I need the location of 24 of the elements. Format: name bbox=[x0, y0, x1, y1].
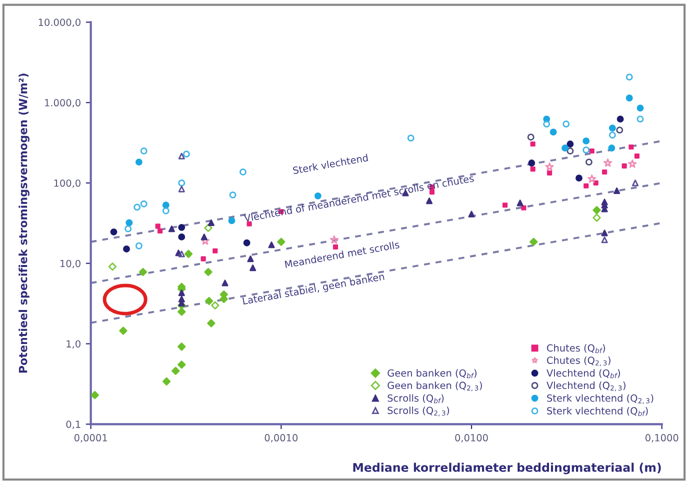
legend-label: Vlechtend (Q$_{2,3}$) bbox=[546, 382, 626, 392]
y-axis-title: Potentieel specifiek stromingsvermogen (W/m²) bbox=[18, 74, 30, 373]
annotation: Sterk vlechtend bbox=[292, 154, 368, 174]
legend-label: Chutes (Q$_{2,3}$) bbox=[547, 356, 610, 366]
y-tick-label: 1.000,0 bbox=[45, 99, 80, 108]
x-tick-label: 0,0100 bbox=[455, 434, 488, 442]
legend-label: Vlechtend (Q$_{bf}$) bbox=[546, 369, 620, 378]
x-axis-title: Mediane korreldiameter beddingmateriaal (m) bbox=[353, 462, 661, 474]
legend-label: Sterk vlechtend (Q$_{2,3}$) bbox=[547, 394, 654, 404]
y-tick-label: 1,0 bbox=[66, 340, 80, 349]
annotation: Lateraal stabiel, geen banken bbox=[242, 272, 385, 307]
legend-label: Chutes (Q$_{bf}$) bbox=[547, 344, 605, 354]
legend-label: Geen banken (Q$_{bf}$) bbox=[388, 369, 476, 378]
y-tick-label: 10.000,0 bbox=[38, 18, 80, 27]
legend-label: Scrolls (Q$_{bf}$) bbox=[388, 394, 444, 404]
legend-label: Scrolls (Q$_{2,3}$) bbox=[388, 406, 450, 416]
x-tick-label: 0,0010 bbox=[264, 434, 298, 442]
y-tick-label: 10,0 bbox=[60, 260, 80, 268]
legend-label: Sterk vlechtend (Q$_{bf}$) bbox=[547, 406, 648, 416]
x-tick-label: 0,0001 bbox=[74, 434, 107, 442]
x-tick-label: 0,1000 bbox=[645, 434, 678, 442]
y-tick-label: 0,1 bbox=[66, 420, 80, 429]
legend-label: Geen banken (Q$_{2,3}$) bbox=[388, 382, 482, 392]
y-tick-label: 100,0 bbox=[54, 179, 80, 188]
